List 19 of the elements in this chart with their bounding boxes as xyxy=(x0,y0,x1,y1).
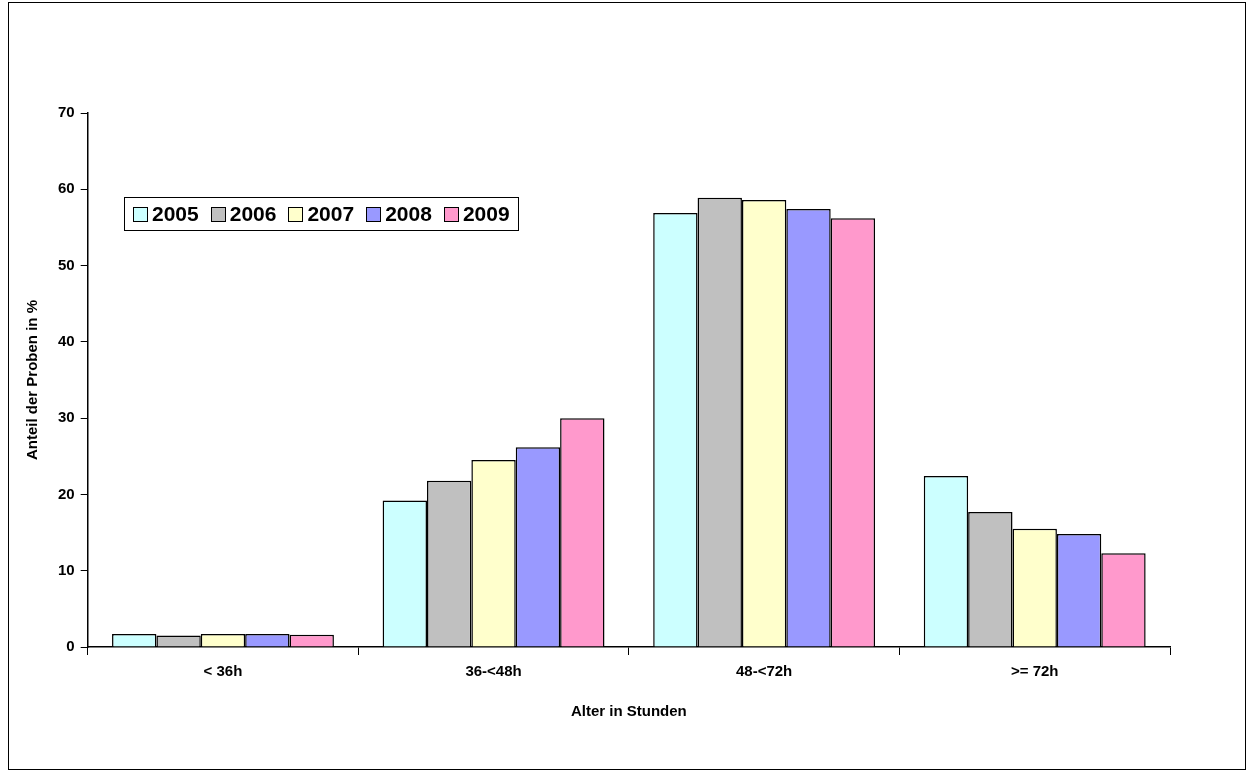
x-tick-label: 48-<72h xyxy=(735,662,793,680)
legend-label: 2006 xyxy=(229,202,277,226)
y-tick-label: 30 xyxy=(58,408,75,426)
y-tick-label: 20 xyxy=(58,484,75,502)
legend-label: 2007 xyxy=(307,202,355,226)
legend-label: 2008 xyxy=(385,202,432,226)
y-tick-label: 10 xyxy=(58,560,75,578)
x-tick-label: >= 72h xyxy=(1010,662,1059,680)
legend-label: 2005 xyxy=(152,202,199,226)
x-tick-label: 36-<48h xyxy=(465,662,522,680)
y-axis-title: Anteil der Proben in % xyxy=(23,299,41,461)
x-axis-title: Alter in Stunden xyxy=(570,702,687,720)
y-tick-label: 70 xyxy=(58,103,75,121)
x-tick-label: < 36h xyxy=(203,662,243,680)
y-tick-label: 40 xyxy=(58,332,75,349)
y-tick-label: 50 xyxy=(58,255,75,273)
y-tick-label: 0 xyxy=(66,637,75,655)
legend-label: 2009 xyxy=(462,202,510,226)
y-tick-label: 60 xyxy=(58,179,75,197)
